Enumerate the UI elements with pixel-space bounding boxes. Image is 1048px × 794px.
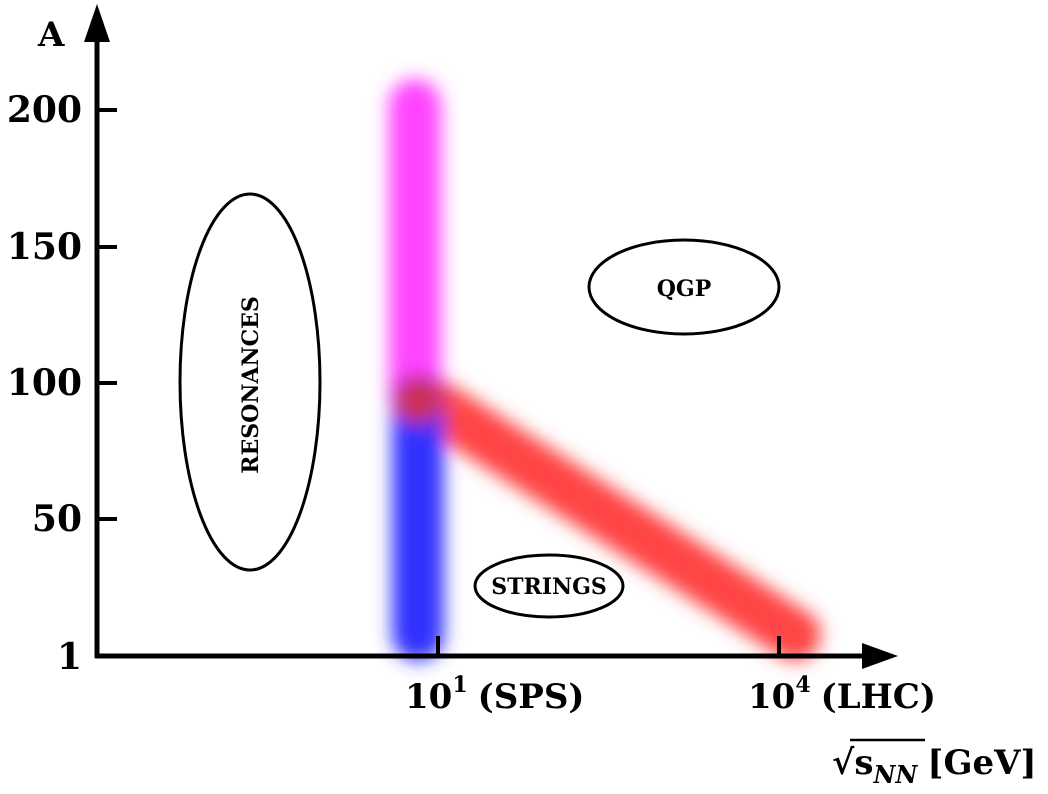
strings-ellipse xyxy=(473,553,625,619)
diagonal-band xyxy=(409,379,821,661)
x-axis-arrow-icon xyxy=(862,643,898,669)
qgp-label: QGP xyxy=(657,276,712,302)
axes: A 1 50 100 150 200 101 (SPS) 104 (LHC) √sN… xyxy=(7,4,1037,789)
qgp-ellipse xyxy=(587,238,781,336)
x-tick-label-lhc: 104 (LHC) xyxy=(748,672,936,717)
y-tick-label: 50 xyxy=(32,498,82,540)
band-junction xyxy=(394,376,442,424)
regions: RESONANCES QGP STRINGS xyxy=(178,192,781,619)
y-axis-label: A xyxy=(37,15,65,55)
y-tick-label: 1 xyxy=(57,636,82,678)
resonances-label: RESONANCES xyxy=(238,296,264,474)
y-tick-label: 200 xyxy=(7,89,82,131)
y-axis-arrow-icon xyxy=(84,4,110,42)
x-tick-label-sps: 101 (SPS) xyxy=(405,672,585,717)
resonances-ellipse xyxy=(178,192,322,572)
x-axis-label: √sNN [GeV] xyxy=(832,743,1037,789)
bands xyxy=(389,79,821,661)
strings-label: STRINGS xyxy=(491,574,607,600)
y-tick-label: 100 xyxy=(7,362,82,404)
y-tick-label: 150 xyxy=(7,226,82,268)
